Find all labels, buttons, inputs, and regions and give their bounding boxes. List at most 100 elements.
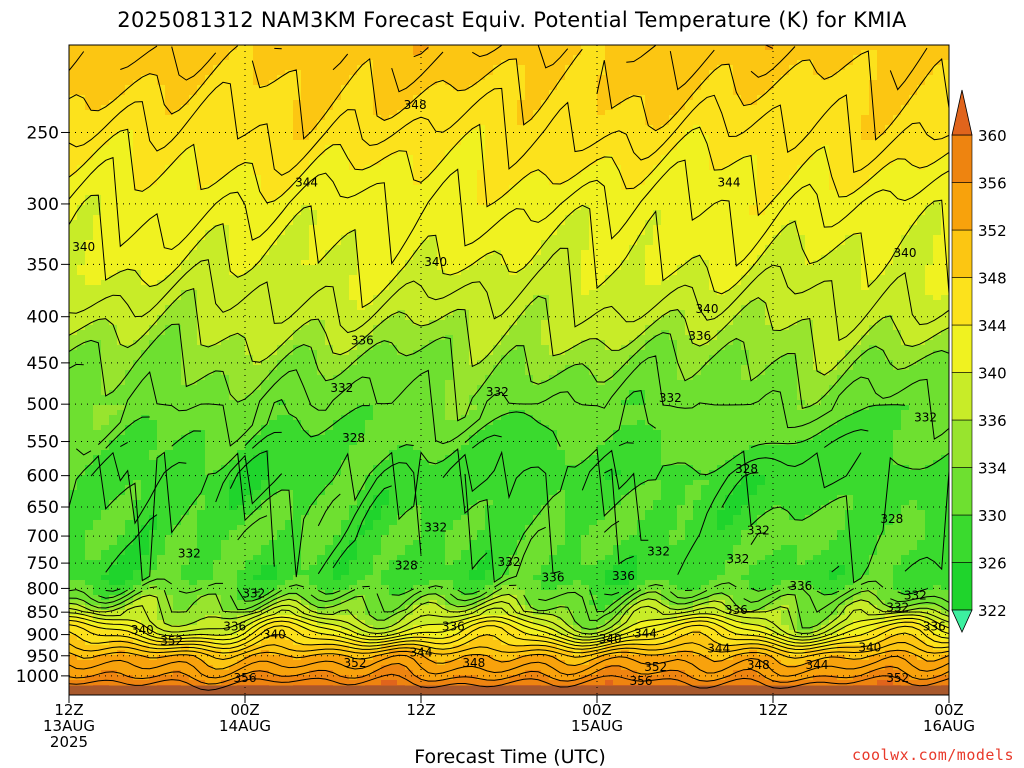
contour-label: 340	[263, 628, 286, 642]
colorbar-tick-label: 348	[978, 270, 1007, 288]
contour-336	[69, 593, 949, 635]
contour-label: 336	[923, 620, 946, 634]
contour-label: 344	[410, 645, 433, 659]
contour-label: 340	[858, 640, 881, 654]
contour-label: 356	[630, 674, 653, 688]
contour-label: 332	[498, 555, 521, 569]
contour-label: 348	[462, 656, 485, 670]
contour-342	[69, 156, 949, 267]
contour-label: 344	[707, 641, 730, 655]
contour-label: 352	[886, 671, 909, 685]
contour-label: 336	[688, 329, 711, 343]
contour-348	[69, 45, 949, 141]
y-tick-label: 1000	[16, 667, 59, 687]
contour-342	[69, 616, 949, 644]
contour-label: 344	[295, 175, 318, 189]
y-tick-label: 350	[27, 255, 59, 275]
colorbar-min-arrow	[951, 609, 973, 633]
colorbar-band	[951, 514, 973, 563]
contour-328	[120, 429, 869, 449]
contour-label: 348	[747, 658, 770, 672]
contour-328	[90, 449, 949, 575]
x-tick-label: 12Z	[406, 701, 435, 719]
contour-label: 352	[344, 656, 367, 670]
contour-label: 332	[747, 523, 770, 537]
contour-label: 336	[789, 579, 812, 593]
colorbar: 322 326 330 334 336 340 344 348 352 356 360	[951, 89, 1007, 633]
y-tick-label: 600	[27, 467, 59, 487]
contour-334	[69, 323, 949, 422]
y-tick-label: 900	[27, 626, 59, 646]
colorbar-tick-label: 344	[978, 317, 1007, 335]
contour-334	[69, 588, 949, 630]
contour-label: 340	[72, 240, 95, 254]
colorbar-band	[951, 324, 973, 373]
chart-title: 2025081312 NAM3KM Forecast Equiv. Potent…	[117, 8, 907, 32]
contour-326	[105, 450, 840, 573]
contour-label: 340	[696, 302, 719, 316]
contour-352	[413, 45, 774, 58]
contour-lines	[69, 45, 949, 691]
contour-label: 336	[725, 603, 748, 617]
contour-label: 340	[894, 246, 917, 260]
x-tick-label: 00Z	[934, 701, 963, 719]
x-tick-label: 14AUG	[219, 717, 271, 735]
colorbar-tick-label: 352	[978, 222, 1007, 240]
contour-label: 336	[612, 569, 635, 583]
contour-354	[69, 654, 949, 679]
colorbar-band	[951, 277, 973, 326]
colorbar-band	[951, 182, 973, 231]
contour-label: 332	[904, 589, 927, 603]
contour-label: 332	[647, 544, 670, 558]
x-tick-label: 12Z	[54, 701, 83, 719]
theta-e-bands	[69, 45, 949, 695]
contour-336	[69, 288, 949, 376]
contour-label: 340	[131, 623, 154, 637]
colorbar-tick-label: 336	[978, 412, 1007, 430]
contour-338	[69, 247, 949, 342]
contour-332	[69, 588, 949, 621]
colorbar-max-arrow	[951, 89, 973, 136]
colorbar-band	[951, 467, 973, 516]
colorbar-tick-label: 330	[978, 507, 1007, 525]
contour-label: 344	[634, 627, 657, 641]
contour-334	[149, 584, 517, 589]
x-tick-label: 15AUG	[571, 717, 623, 735]
contour-330	[105, 390, 906, 449]
contour-label: 332	[178, 547, 201, 561]
contour-label: 344	[718, 175, 741, 189]
y-tick-label: 750	[27, 554, 59, 574]
credit-link[interactable]: coolwx.com/models	[851, 746, 1014, 764]
contour-label: 348	[404, 98, 427, 112]
contour-352	[69, 649, 949, 670]
contour-label: 340	[424, 255, 447, 269]
contour-label: 328	[880, 512, 903, 526]
contour-358	[69, 673, 949, 691]
contour-label: 332	[424, 521, 447, 535]
y-tick-label: 950	[27, 647, 59, 667]
colorbar-band	[951, 372, 973, 421]
colorbar-tick-label: 360	[978, 127, 1007, 145]
contour-330	[69, 447, 949, 584]
contour-350	[69, 45, 928, 93]
y-tick-label: 800	[27, 579, 59, 599]
contour-328	[105, 588, 620, 596]
contour-label: 344	[806, 658, 829, 672]
y-tick-label: 850	[27, 603, 59, 623]
y-axis: 250 300 350 400 450 500 550 600 650 700 750 800 850 9…	[16, 123, 69, 687]
contour-332	[69, 355, 949, 447]
colorbar-band	[951, 562, 973, 611]
y-tick-label: 450	[27, 354, 59, 374]
colorbar-tick-label: 326	[978, 555, 1007, 573]
y-tick-label: 550	[27, 433, 59, 453]
x-tick-label: 16AUG	[923, 717, 975, 735]
contour-label: 336	[351, 333, 374, 347]
contour-label: 336	[223, 620, 246, 634]
y-tick-label: 400	[27, 308, 59, 328]
contour-label: 328	[395, 559, 418, 573]
contour-356	[69, 662, 949, 685]
contour-label: 336	[442, 620, 465, 634]
contour-label: 332	[886, 601, 909, 615]
y-tick-label: 650	[27, 498, 59, 518]
